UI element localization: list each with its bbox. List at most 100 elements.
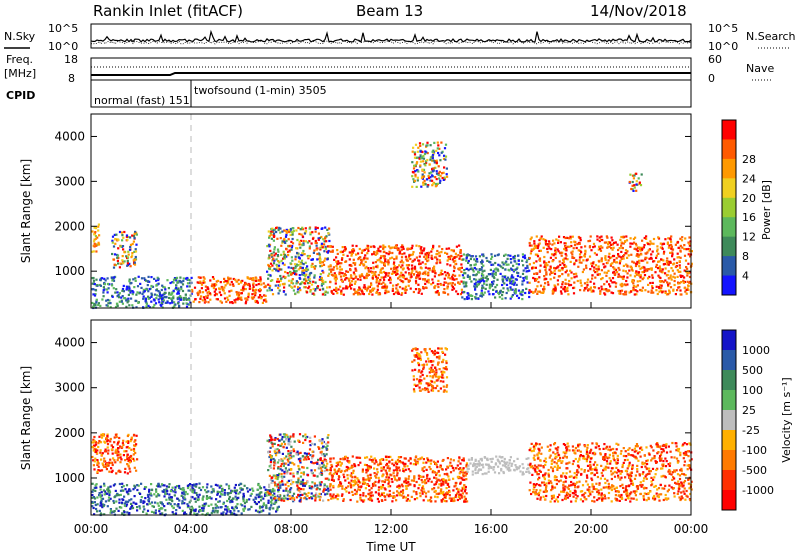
data-cell xyxy=(438,251,441,254)
data-cell xyxy=(121,295,124,298)
data-cell xyxy=(649,256,653,259)
data-cell xyxy=(307,457,310,461)
data-cell xyxy=(558,260,561,263)
data-cell xyxy=(191,484,194,487)
data-cell xyxy=(234,278,237,281)
data-cell xyxy=(418,262,421,265)
data-cell xyxy=(419,150,422,153)
data-cell xyxy=(440,172,444,175)
data-cell xyxy=(523,254,526,257)
data-cell xyxy=(553,284,556,287)
data-cell xyxy=(298,440,301,443)
data-cell xyxy=(600,257,603,260)
data-cell xyxy=(614,241,617,244)
data-cell xyxy=(559,290,563,293)
data-cell xyxy=(266,270,269,273)
data-cell xyxy=(589,280,592,283)
data-cell xyxy=(488,287,491,290)
data-cell xyxy=(422,168,426,171)
data-cell xyxy=(138,292,141,295)
data-cell xyxy=(223,489,226,492)
data-cell xyxy=(326,286,329,289)
data-cell xyxy=(311,497,314,500)
data-cell xyxy=(458,257,461,260)
data-cell xyxy=(168,291,171,294)
data-cell xyxy=(594,276,597,279)
data-cell xyxy=(291,278,294,281)
data-cell xyxy=(146,503,149,506)
data-cell xyxy=(441,273,444,276)
data-cell xyxy=(313,249,316,252)
data-cell xyxy=(620,244,623,247)
data-cell xyxy=(309,233,312,236)
data-cell xyxy=(311,455,314,459)
data-cell xyxy=(418,157,421,160)
data-cell xyxy=(302,242,305,245)
data-cell xyxy=(454,494,458,497)
data-cell xyxy=(628,180,631,184)
data-cell xyxy=(501,275,504,278)
data-cell xyxy=(571,255,574,259)
data-cell xyxy=(616,243,619,246)
data-cell xyxy=(622,264,625,267)
data-cell xyxy=(530,236,533,239)
data-cell xyxy=(120,231,124,234)
data-cell xyxy=(264,488,267,491)
data-cell xyxy=(251,287,254,290)
data-cell xyxy=(292,492,296,495)
data-cell xyxy=(474,286,477,289)
data-cell xyxy=(437,292,440,295)
data-cell xyxy=(364,495,368,498)
data-cell xyxy=(283,257,286,260)
data-cell xyxy=(92,449,95,452)
data-cell xyxy=(313,482,316,485)
data-cell xyxy=(323,458,326,461)
data-cell xyxy=(314,281,317,284)
data-cell xyxy=(493,273,496,276)
data-cell xyxy=(361,470,364,473)
data-cell xyxy=(107,488,110,491)
data-cell xyxy=(549,265,552,268)
data-cell xyxy=(277,250,280,253)
data-cell xyxy=(218,491,222,494)
data-cell xyxy=(220,493,223,496)
data-cell xyxy=(277,292,280,295)
data-cell xyxy=(283,237,286,240)
data-cell xyxy=(289,456,292,460)
data-cell xyxy=(109,302,112,305)
data-cell xyxy=(441,478,444,481)
data-cell xyxy=(135,243,138,246)
data-cell xyxy=(413,164,416,167)
data-cell xyxy=(431,157,434,160)
data-cell xyxy=(543,265,546,268)
data-cell xyxy=(214,483,217,486)
data-cell xyxy=(484,287,487,290)
data-cell xyxy=(459,293,462,296)
data-cell xyxy=(667,293,670,296)
data-cell xyxy=(442,291,445,294)
data-cell xyxy=(275,454,278,457)
data-cell xyxy=(155,288,159,291)
data-cell xyxy=(191,507,194,510)
data-cell xyxy=(269,454,272,457)
noise-panel-frame xyxy=(90,23,692,49)
data-cell xyxy=(525,275,528,278)
data-cell xyxy=(186,282,190,285)
data-cell xyxy=(564,257,567,260)
data-cell xyxy=(133,232,136,235)
data-cell xyxy=(266,489,269,492)
data-cell xyxy=(245,498,248,502)
data-cell xyxy=(650,253,653,256)
data-cell xyxy=(656,292,659,296)
data-cell xyxy=(433,269,436,272)
data-cell xyxy=(287,485,290,488)
data-cell xyxy=(505,277,508,280)
data-cell xyxy=(155,279,158,282)
data-cell xyxy=(111,239,114,242)
data-cell xyxy=(197,291,200,294)
data-cell xyxy=(465,285,468,288)
data-cell xyxy=(273,489,276,492)
data-cell xyxy=(684,259,688,262)
data-cell xyxy=(246,283,250,286)
data-cell xyxy=(323,243,326,246)
